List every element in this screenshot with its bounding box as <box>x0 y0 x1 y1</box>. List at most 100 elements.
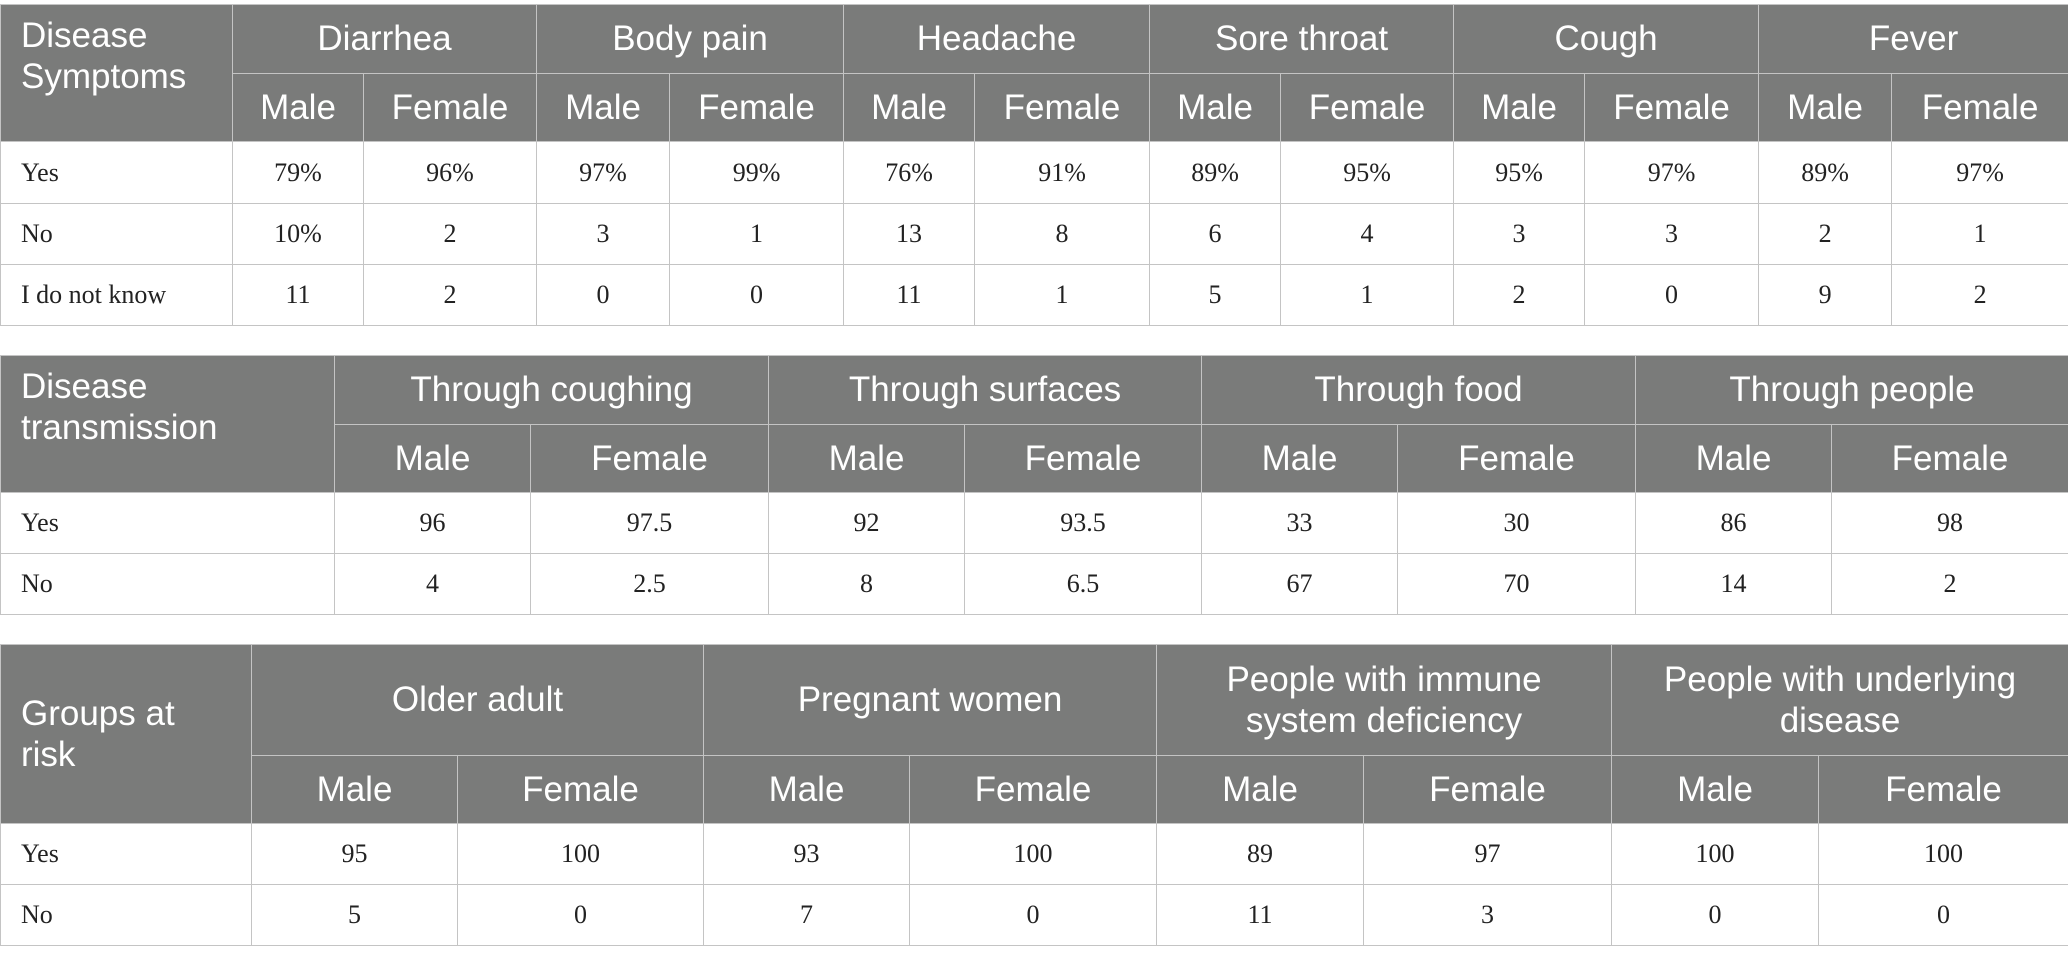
table-cell: 11 <box>843 263 976 327</box>
table-cell: 2 <box>1758 202 1893 265</box>
group-header: Headache <box>843 3 1151 75</box>
disease-transmission-table: Disease transmission Through coughing Th… <box>0 355 2068 615</box>
table-cell: 67 <box>1201 553 1398 615</box>
row-label: No <box>0 884 252 946</box>
group-header: Older adult <box>251 644 704 756</box>
row-label: Yes <box>0 492 335 554</box>
male-header: Male <box>1611 755 1820 824</box>
male-header: Male <box>251 755 458 824</box>
group-header: Diarrhea <box>231 3 538 75</box>
group-header: Cough <box>1453 3 1760 75</box>
female-header: Female <box>1280 73 1455 143</box>
male-header: Male <box>536 73 671 143</box>
table-cell: 0 <box>1818 884 2068 946</box>
table-cell: 2 <box>1891 263 2068 327</box>
table-cell: 11 <box>1156 884 1365 946</box>
female-header: Female <box>974 73 1151 143</box>
table-cell: 97% <box>536 141 671 204</box>
table-cell: 95% <box>1280 141 1455 204</box>
corner-header: Disease transmission <box>0 355 335 493</box>
male-header: Male <box>334 424 531 493</box>
male-header: Male <box>1201 424 1398 493</box>
group-header-text: People with immune system deficiency <box>1226 660 1542 740</box>
table-cell: 14 <box>1635 553 1832 615</box>
table-cell: 96 <box>334 492 531 554</box>
table-cell: 0 <box>669 263 845 327</box>
table-cell: 100 <box>1611 823 1820 885</box>
table-cell: 0 <box>457 884 704 946</box>
table-cell: 6.5 <box>964 553 1202 615</box>
group-header-text: People with underlying disease <box>1663 660 2017 740</box>
table-cell: 6 <box>1149 202 1282 265</box>
female-header: Female <box>362 73 538 143</box>
group-header: Through surfaces <box>768 355 1202 425</box>
table-cell: 10% <box>232 202 364 265</box>
table-cell: 1 <box>974 263 1151 327</box>
table-cell: 79% <box>232 141 364 204</box>
row-label: Yes <box>0 141 233 204</box>
table-cell: 5 <box>1149 263 1282 327</box>
table-cell: 97.5 <box>530 492 769 554</box>
table-cell: 4 <box>1280 202 1455 265</box>
table-cell: 93 <box>703 823 910 885</box>
corner-header: Groups at risk <box>0 644 252 824</box>
table-cell: 8 <box>768 553 965 615</box>
table-cell: 9 <box>1758 263 1893 327</box>
table-cell: 93.5 <box>964 492 1202 554</box>
table-cell: 1 <box>669 202 845 265</box>
male-header: Male <box>1453 73 1586 143</box>
header-row-sex: Male Female Male Female Male Female Male… <box>1 755 2068 824</box>
table-cell: 70 <box>1397 553 1636 615</box>
male-header: Male <box>1149 73 1282 143</box>
table-cell: 13 <box>843 202 976 265</box>
table-cell: 89% <box>1758 141 1893 204</box>
table-cell: 2 <box>362 263 538 327</box>
female-header: Female <box>1830 424 2068 493</box>
female-header: Female <box>530 424 769 493</box>
female-header: Female <box>1818 755 2068 824</box>
table-cell: 7 <box>703 884 910 946</box>
table-cell: 11 <box>232 263 364 327</box>
table-cell: 95% <box>1453 141 1586 204</box>
table-cell: 4 <box>334 553 531 615</box>
table-cell: 89% <box>1149 141 1282 204</box>
table-cell: 3 <box>1584 202 1760 265</box>
table-cell: 5 <box>251 884 458 946</box>
male-header: Male <box>1635 424 1832 493</box>
table-cell: 96% <box>362 141 538 204</box>
female-header: Female <box>1891 73 2068 143</box>
female-header: Female <box>1584 73 1760 143</box>
group-header: Fever <box>1758 3 2068 75</box>
table-cell: 99% <box>669 141 845 204</box>
table-cell: 97% <box>1584 141 1760 204</box>
table-cell: 89 <box>1156 823 1365 885</box>
group-header: Pregnant women <box>702 644 1158 756</box>
table-cell: 97 <box>1363 823 1613 885</box>
table-cell: 3 <box>536 202 671 265</box>
table-cell: 95 <box>251 823 458 885</box>
male-header: Male <box>1156 755 1365 824</box>
row-label: No <box>0 202 233 265</box>
group-header: People with underlying disease <box>1611 644 2068 756</box>
table-row: I do not know 11 2 0 0 11 1 5 1 2 0 9 2 <box>0 263 2068 327</box>
group-header: Sore throat <box>1149 3 1455 75</box>
header-row-sex: Male Female Male Female Male Female Male… <box>1 424 2068 493</box>
table-cell: 97% <box>1891 141 2068 204</box>
table-row: Yes 96 97.5 92 93.5 33 30 86 98 <box>0 492 2068 554</box>
table-cell: 2 <box>1453 263 1586 327</box>
header-row-groups: Disease transmission Through coughing Th… <box>0 355 2068 493</box>
female-header: Female <box>669 73 845 143</box>
table-row: No 10% 2 3 1 13 8 6 4 3 3 2 1 <box>0 202 2068 265</box>
table-cell: 33 <box>1201 492 1398 554</box>
female-header: Female <box>1363 755 1613 824</box>
table-cell: 2 <box>1830 553 2068 615</box>
table-cell: 2.5 <box>530 553 769 615</box>
table-row: No 4 2.5 8 6.5 67 70 14 2 <box>0 553 2068 615</box>
table-cell: 0 <box>1584 263 1760 327</box>
row-label: No <box>0 553 335 615</box>
male-header: Male <box>768 424 965 493</box>
corner-header-text: Groups at risk <box>21 694 175 774</box>
table-row: Yes 79% 96% 97% 99% 76% 91% 89% 95% 95% … <box>0 141 2068 204</box>
group-header: People with immune system deficiency <box>1156 644 1613 756</box>
header-row-groups: Groups at risk Older adult Pregnant wome… <box>0 644 2068 824</box>
